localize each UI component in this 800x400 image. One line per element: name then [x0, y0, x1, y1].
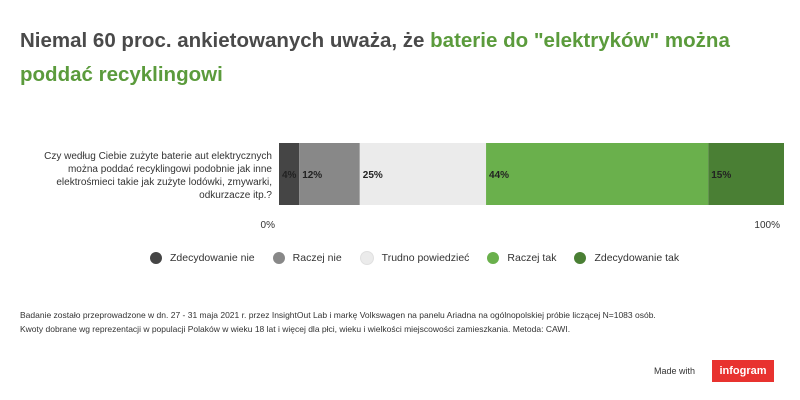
footnote-line-2: Kwoty dobrane wg reprezentacji w populac…	[20, 324, 571, 334]
legend-item-5[interactable]: Zdecydowanie tak	[574, 252, 679, 264]
bar-label-5: 15%	[711, 170, 731, 181]
legend-item-4[interactable]: Raczej tak	[487, 252, 556, 264]
x-tick-label-0: 0%	[261, 220, 276, 231]
bar-label-4: 44%	[489, 170, 509, 181]
bar-segment-2[interactable]	[299, 143, 360, 205]
made-with-label: Made with	[654, 366, 696, 376]
legend: Zdecydowanie nie Raczej nie Trudno powiedz…	[150, 250, 697, 266]
legend-swatch	[150, 252, 162, 264]
legend-swatch	[272, 252, 285, 264]
legend-swatch	[359, 251, 374, 265]
bar-segment-3[interactable]	[359, 143, 487, 205]
bar-segment-1[interactable]	[279, 143, 300, 205]
legend-item-2[interactable]: Raczej nie	[272, 252, 342, 264]
legend-label: Zdecydowanie nie	[170, 252, 255, 264]
footnote-line-1: Badanie zostało przeprowadzone w dn. 27 …	[20, 310, 656, 320]
legend-label: Trudno powiedzieć	[381, 252, 470, 264]
x-tick-label-100: 100%	[754, 220, 780, 231]
legend-swatch	[487, 252, 500, 264]
legend-item-3[interactable]: Trudno powiedzieć	[359, 251, 470, 265]
legend-label: Raczej tak	[507, 252, 557, 264]
legend-swatch	[574, 252, 587, 264]
question-label: Czy według Ciebie zużyte baterie aut ele…	[44, 151, 272, 201]
bar-segment-5[interactable]	[708, 143, 784, 205]
title-text: Niemal 60 proc. ankietowanych uważa, że	[20, 29, 431, 52]
chart-title: Niemal 60 proc. ankietowanych uważa, że …	[20, 24, 760, 92]
bar-label-1: 4%	[282, 170, 297, 181]
legend-item-1[interactable]: Zdecydowanie nie	[150, 252, 255, 264]
bar-segment-4[interactable]	[486, 143, 709, 205]
bar-label-2: 12%	[302, 170, 322, 181]
infogram-logo[interactable]: infogram	[712, 360, 774, 382]
title-highlight: baterie do "elektryków" można poddać rec…	[20, 29, 730, 86]
legend-label: Raczej nie	[292, 252, 342, 264]
bar-label-3: 25%	[363, 170, 383, 181]
footnote: Badanie zostało przeprowadzone w dn. 27 …	[20, 308, 780, 336]
legend-label: Zdecydowanie tak	[594, 252, 680, 264]
